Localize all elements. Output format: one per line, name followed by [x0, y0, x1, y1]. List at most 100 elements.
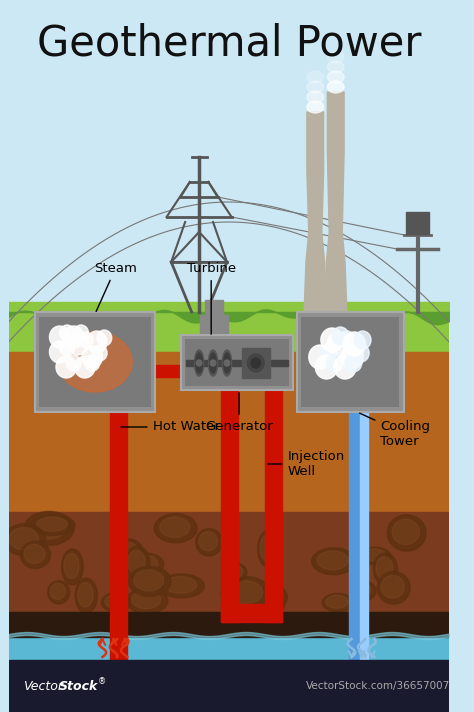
Text: Generator: Generator: [205, 393, 273, 433]
Bar: [9, 680, 449, 696]
Bar: [186, 360, 288, 366]
Ellipse shape: [199, 532, 218, 551]
Ellipse shape: [210, 353, 216, 373]
Ellipse shape: [228, 581, 263, 604]
Circle shape: [82, 346, 102, 368]
Bar: [205, 300, 223, 315]
Ellipse shape: [364, 549, 385, 561]
Polygon shape: [304, 112, 327, 312]
Bar: [185, 339, 289, 386]
Ellipse shape: [228, 565, 243, 578]
Circle shape: [73, 325, 89, 341]
Circle shape: [247, 354, 264, 372]
Ellipse shape: [62, 549, 83, 585]
Ellipse shape: [20, 541, 50, 568]
Text: Hot Water: Hot Water: [121, 421, 219, 434]
Bar: [9, 694, 449, 707]
Ellipse shape: [125, 546, 150, 580]
Circle shape: [78, 332, 93, 348]
Bar: [9, 0, 449, 322]
Ellipse shape: [50, 583, 65, 600]
Text: Vector: Vector: [23, 679, 63, 693]
Ellipse shape: [105, 595, 126, 608]
Bar: [406, 212, 428, 234]
Ellipse shape: [164, 577, 197, 593]
Ellipse shape: [4, 523, 46, 555]
Ellipse shape: [381, 575, 404, 598]
Ellipse shape: [373, 553, 397, 585]
Polygon shape: [325, 92, 347, 312]
Ellipse shape: [328, 51, 344, 63]
Ellipse shape: [75, 578, 98, 613]
Bar: [360, 355, 368, 660]
Bar: [110, 350, 127, 660]
Text: Cooling
Tower: Cooling Tower: [360, 413, 430, 448]
Bar: [9, 612, 449, 637]
Circle shape: [49, 341, 70, 363]
Circle shape: [60, 325, 74, 341]
Ellipse shape: [64, 553, 79, 579]
Ellipse shape: [307, 81, 324, 93]
Circle shape: [343, 332, 365, 356]
Ellipse shape: [127, 588, 168, 614]
Bar: [39, 317, 151, 407]
Bar: [9, 634, 449, 664]
Ellipse shape: [258, 530, 279, 567]
Circle shape: [68, 333, 89, 355]
Bar: [9, 662, 449, 682]
Ellipse shape: [196, 528, 222, 556]
Ellipse shape: [58, 332, 132, 392]
Ellipse shape: [160, 517, 190, 538]
Ellipse shape: [222, 350, 232, 376]
Ellipse shape: [250, 597, 277, 611]
Bar: [265, 372, 282, 622]
Circle shape: [332, 327, 349, 345]
Text: ®: ®: [98, 678, 106, 686]
Bar: [182, 335, 293, 390]
Ellipse shape: [113, 539, 143, 567]
Ellipse shape: [326, 595, 348, 608]
Ellipse shape: [317, 551, 348, 570]
Ellipse shape: [328, 81, 344, 93]
Circle shape: [92, 345, 107, 361]
Ellipse shape: [392, 519, 419, 545]
Ellipse shape: [328, 61, 344, 73]
Ellipse shape: [132, 591, 161, 609]
Circle shape: [328, 332, 350, 356]
Ellipse shape: [224, 353, 230, 373]
Circle shape: [341, 345, 364, 369]
Ellipse shape: [360, 548, 391, 565]
Ellipse shape: [258, 585, 287, 609]
Ellipse shape: [260, 535, 275, 561]
Bar: [9, 512, 449, 617]
Ellipse shape: [101, 592, 131, 612]
Ellipse shape: [387, 515, 426, 551]
Circle shape: [87, 331, 107, 353]
Circle shape: [353, 344, 369, 362]
Circle shape: [66, 355, 81, 371]
Ellipse shape: [376, 557, 393, 579]
Bar: [349, 355, 360, 660]
Circle shape: [334, 355, 356, 379]
Ellipse shape: [226, 563, 247, 582]
Bar: [242, 348, 270, 378]
Circle shape: [320, 344, 337, 362]
Ellipse shape: [36, 517, 67, 531]
Ellipse shape: [31, 515, 75, 535]
Bar: [200, 315, 228, 335]
Ellipse shape: [262, 587, 282, 604]
Ellipse shape: [134, 555, 158, 571]
Ellipse shape: [377, 572, 410, 604]
Circle shape: [338, 331, 355, 349]
Ellipse shape: [24, 545, 45, 563]
Ellipse shape: [221, 577, 271, 609]
Text: Turbine: Turbine: [187, 262, 236, 334]
Bar: [301, 317, 399, 407]
Text: VectorStock.com/36657007: VectorStock.com/36657007: [306, 681, 450, 691]
Ellipse shape: [128, 550, 145, 574]
Circle shape: [85, 355, 100, 371]
Circle shape: [74, 356, 95, 378]
Ellipse shape: [117, 542, 138, 561]
Circle shape: [60, 340, 74, 356]
Circle shape: [327, 354, 343, 372]
